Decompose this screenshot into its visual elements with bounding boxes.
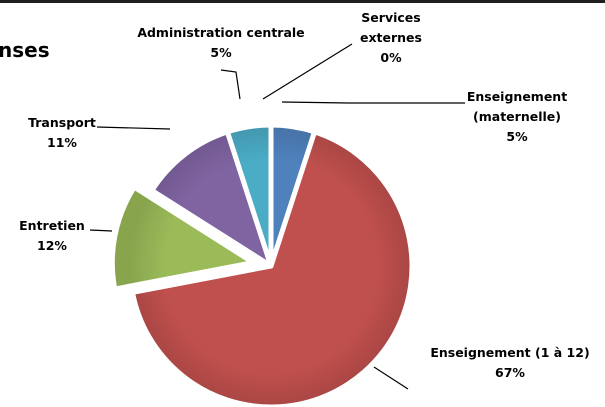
pie-slices <box>109 122 415 407</box>
slice-percent-entretien: 12% <box>37 238 67 253</box>
slice-name-entretien: Entretien <box>19 218 85 233</box>
leader-line-enseignement-maternelle <box>281 101 465 104</box>
slice-name-enseignement-maternelle: Enseignement <box>467 89 567 104</box>
slice-percent-services-externes: 0% <box>380 50 402 65</box>
slice-label-transport: Transport 11% <box>28 115 96 150</box>
leader-lines <box>89 43 465 390</box>
pie-slice-transport <box>149 129 274 269</box>
leader-line-transport <box>96 126 171 130</box>
slice-label-services-externes: Services externes 0% <box>360 10 422 65</box>
slice-label-entretien: Entretien 12% <box>19 218 85 253</box>
leader-line-administration-centrale <box>220 69 241 100</box>
slice-percent-enseignement-maternelle: 5% <box>506 129 528 144</box>
slice-label-administration-centrale: Administration centrale 5% <box>137 25 304 60</box>
slice-percent-transport: 11% <box>47 135 77 150</box>
slice-name-services-externes: Services <box>361 10 420 25</box>
leader-line-enseignement-1-a-12 <box>373 366 409 390</box>
pie-slice-administration-centrale <box>224 122 274 269</box>
slice-labels: Enseignement (maternelle) 5%Enseignement (… <box>19 10 590 380</box>
slice-name-enseignement-maternelle: (maternelle) <box>473 109 561 124</box>
chart-title: nses <box>0 38 50 62</box>
slice-name-administration-centrale: Administration centrale <box>137 25 304 40</box>
slice-label-enseignement-1-a-12: Enseignement (1 à 12) 67% <box>430 345 589 380</box>
leader-line-entretien <box>89 229 113 232</box>
slice-name-enseignement-1-a-12: Enseignement (1 à 12) <box>430 345 589 360</box>
leader-line-services-externes <box>262 43 353 100</box>
pie-slice-entretien <box>109 184 256 292</box>
pie-slice-enseignement-1-a-12 <box>130 129 415 407</box>
frame-top-border <box>0 0 605 3</box>
slice-name-services-externes: externes <box>360 30 422 45</box>
slice-percent-enseignement-1-a-12: 67% <box>495 365 525 380</box>
slice-name-transport: Transport <box>28 115 96 130</box>
slice-label-enseignement-maternelle: Enseignement (maternelle) 5% <box>467 89 567 144</box>
slice-percent-administration-centrale: 5% <box>210 45 232 60</box>
